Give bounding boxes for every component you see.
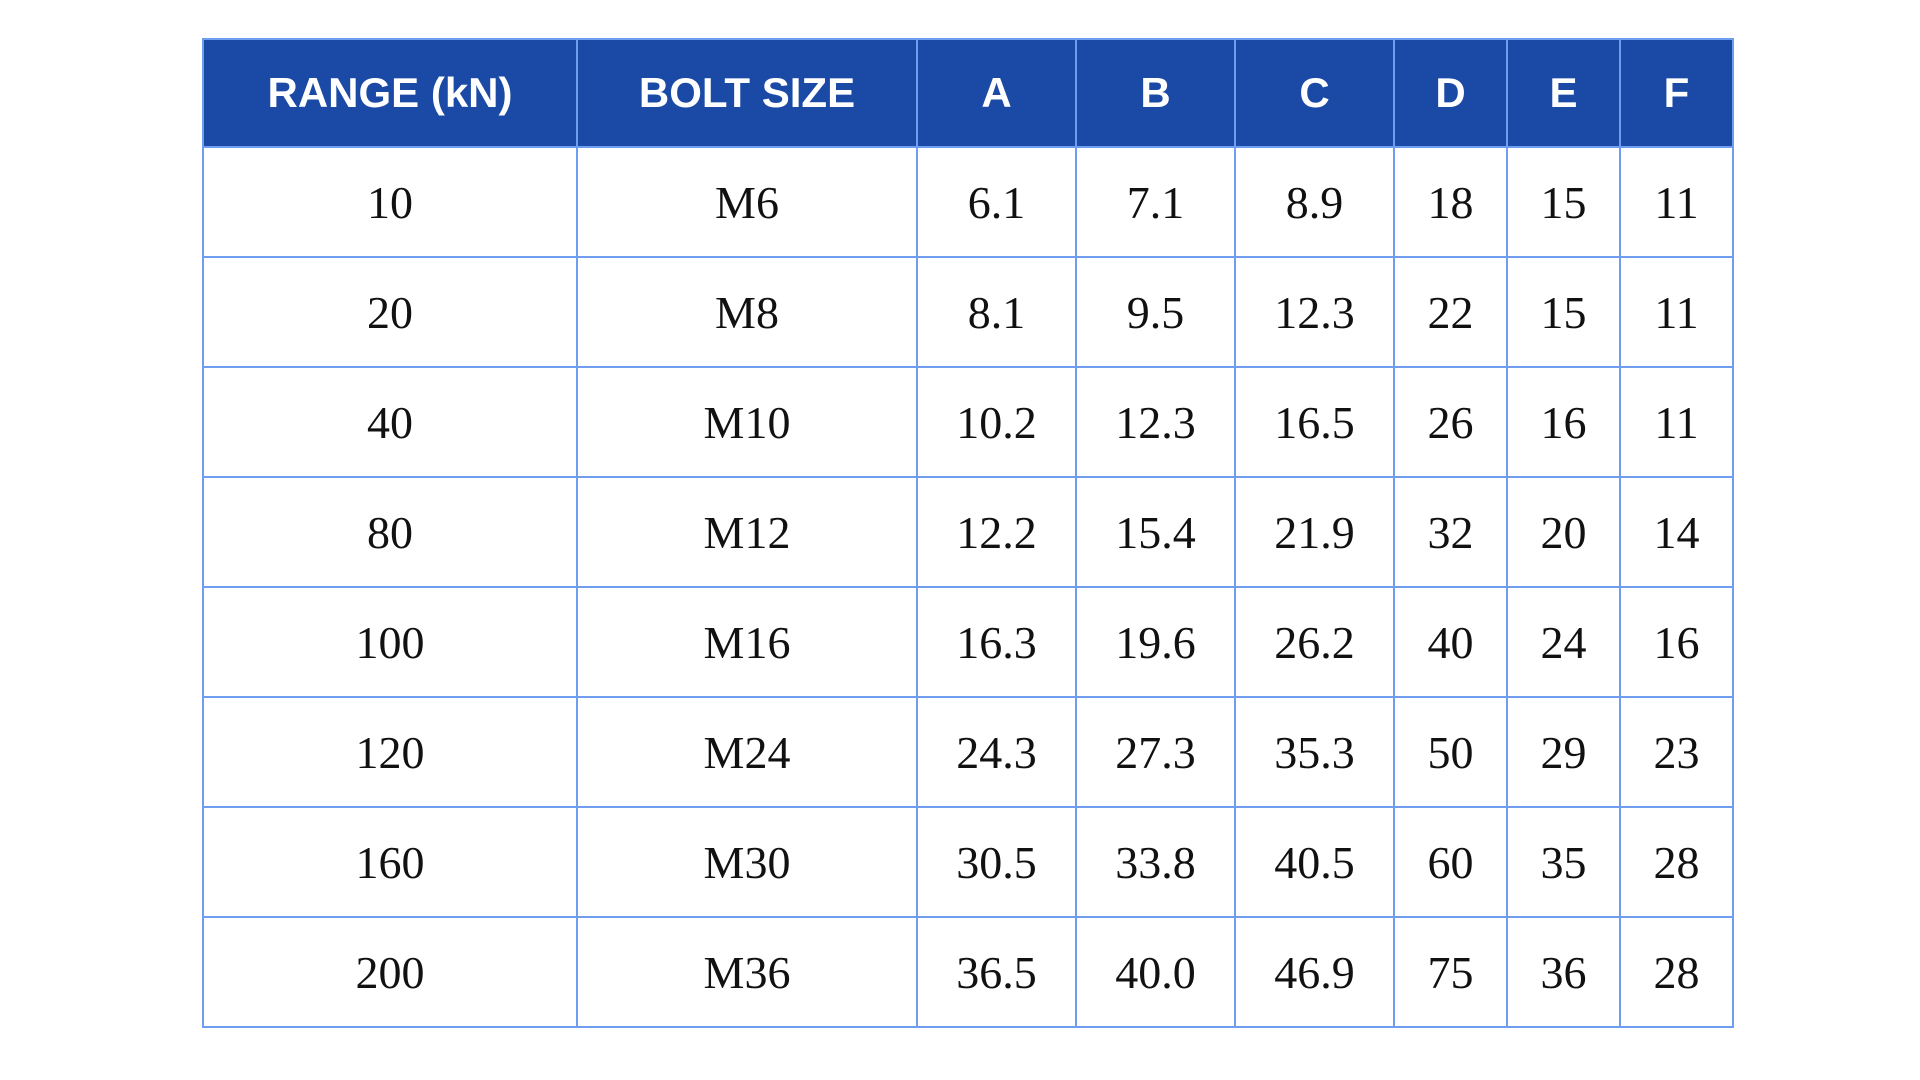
cell-c: 35.3 — [1234, 696, 1395, 808]
cell-e: 24 — [1506, 586, 1621, 698]
cell-e: 15 — [1506, 146, 1621, 258]
cell-f: 28 — [1619, 916, 1734, 1028]
column-header-b: B — [1075, 38, 1236, 148]
cell-c: 40.5 — [1234, 806, 1395, 918]
cell-b: 9.5 — [1075, 256, 1236, 368]
cell-d: 22 — [1393, 256, 1508, 368]
table-header: RANGE (kN) BOLT SIZE A B C D E F — [202, 38, 1734, 148]
cell-range: 120 — [202, 696, 578, 808]
cell-range: 20 — [202, 256, 578, 368]
cell-d: 26 — [1393, 366, 1508, 478]
cell-a: 16.3 — [916, 586, 1077, 698]
cell-range: 80 — [202, 476, 578, 588]
bolt-size-table: RANGE (kN) BOLT SIZE A B C D E F 10 M6 6… — [202, 38, 1734, 1028]
cell-bolt-size: M24 — [576, 696, 918, 808]
table-body: 10 M6 6.1 7.1 8.9 18 15 11 20 M8 8.1 9.5… — [202, 146, 1734, 1028]
cell-a: 24.3 — [916, 696, 1077, 808]
cell-bolt-size: M10 — [576, 366, 918, 478]
cell-c: 12.3 — [1234, 256, 1395, 368]
cell-f: 11 — [1619, 146, 1734, 258]
cell-b: 27.3 — [1075, 696, 1236, 808]
cell-e: 29 — [1506, 696, 1621, 808]
cell-e: 20 — [1506, 476, 1621, 588]
cell-e: 35 — [1506, 806, 1621, 918]
column-header-bolt-size: BOLT SIZE — [576, 38, 918, 148]
cell-b: 19.6 — [1075, 586, 1236, 698]
cell-f: 28 — [1619, 806, 1734, 918]
cell-range: 200 — [202, 916, 578, 1028]
table-row: 20 M8 8.1 9.5 12.3 22 15 11 — [202, 256, 1734, 368]
cell-a: 6.1 — [916, 146, 1077, 258]
column-header-a: A — [916, 38, 1077, 148]
cell-range: 10 — [202, 146, 578, 258]
cell-f: 23 — [1619, 696, 1734, 808]
table-row: 160 M30 30.5 33.8 40.5 60 35 28 — [202, 806, 1734, 918]
cell-a: 12.2 — [916, 476, 1077, 588]
cell-bolt-size: M6 — [576, 146, 918, 258]
cell-a: 36.5 — [916, 916, 1077, 1028]
cell-e: 36 — [1506, 916, 1621, 1028]
column-header-c: C — [1234, 38, 1395, 148]
table-row: 40 M10 10.2 12.3 16.5 26 16 11 — [202, 366, 1734, 478]
cell-f: 16 — [1619, 586, 1734, 698]
cell-c: 16.5 — [1234, 366, 1395, 478]
cell-d: 50 — [1393, 696, 1508, 808]
cell-b: 33.8 — [1075, 806, 1236, 918]
cell-e: 15 — [1506, 256, 1621, 368]
cell-e: 16 — [1506, 366, 1621, 478]
cell-bolt-size: M16 — [576, 586, 918, 698]
column-header-d: D — [1393, 38, 1508, 148]
column-header-f: F — [1619, 38, 1734, 148]
cell-c: 46.9 — [1234, 916, 1395, 1028]
cell-bolt-size: M8 — [576, 256, 918, 368]
cell-c: 26.2 — [1234, 586, 1395, 698]
cell-b: 12.3 — [1075, 366, 1236, 478]
cell-f: 14 — [1619, 476, 1734, 588]
cell-range: 40 — [202, 366, 578, 478]
cell-d: 18 — [1393, 146, 1508, 258]
cell-a: 10.2 — [916, 366, 1077, 478]
cell-a: 8.1 — [916, 256, 1077, 368]
table-row: 100 M16 16.3 19.6 26.2 40 24 16 — [202, 586, 1734, 698]
table-row: 10 M6 6.1 7.1 8.9 18 15 11 — [202, 146, 1734, 258]
cell-d: 32 — [1393, 476, 1508, 588]
column-header-range: RANGE (kN) — [202, 38, 578, 148]
column-header-e: E — [1506, 38, 1621, 148]
cell-b: 40.0 — [1075, 916, 1236, 1028]
cell-range: 100 — [202, 586, 578, 698]
cell-a: 30.5 — [916, 806, 1077, 918]
cell-b: 7.1 — [1075, 146, 1236, 258]
cell-f: 11 — [1619, 366, 1734, 478]
header-row: RANGE (kN) BOLT SIZE A B C D E F — [202, 38, 1734, 148]
cell-f: 11 — [1619, 256, 1734, 368]
cell-d: 40 — [1393, 586, 1508, 698]
cell-bolt-size: M36 — [576, 916, 918, 1028]
cell-b: 15.4 — [1075, 476, 1236, 588]
cell-c: 21.9 — [1234, 476, 1395, 588]
table-row: 200 M36 36.5 40.0 46.9 75 36 28 — [202, 916, 1734, 1028]
cell-bolt-size: M30 — [576, 806, 918, 918]
cell-range: 160 — [202, 806, 578, 918]
cell-bolt-size: M12 — [576, 476, 918, 588]
table-row: 80 M12 12.2 15.4 21.9 32 20 14 — [202, 476, 1734, 588]
cell-d: 75 — [1393, 916, 1508, 1028]
cell-c: 8.9 — [1234, 146, 1395, 258]
table-row: 120 M24 24.3 27.3 35.3 50 29 23 — [202, 696, 1734, 808]
cell-d: 60 — [1393, 806, 1508, 918]
